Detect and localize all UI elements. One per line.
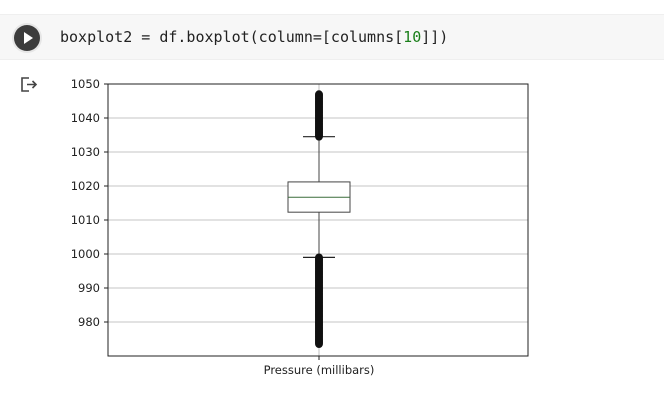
run-cell-button[interactable] bbox=[14, 25, 40, 51]
y-tick-label: 1010 bbox=[71, 213, 100, 227]
outlier-point-high bbox=[315, 90, 323, 99]
y-tick-label: 1020 bbox=[71, 179, 100, 193]
y-tick-label: 1030 bbox=[71, 145, 100, 159]
y-tick-label: 1040 bbox=[71, 111, 100, 125]
output-redirect-icon bbox=[21, 77, 38, 92]
outlier-point-low bbox=[315, 253, 323, 262]
code-number: 10 bbox=[403, 28, 422, 46]
x-tick-label: Pressure (millibars) bbox=[264, 363, 375, 377]
y-tick-label: 1050 bbox=[71, 77, 100, 91]
y-tick-label: 1000 bbox=[71, 247, 100, 261]
code-cell: boxplot2 = df.boxplot(column=[columns[10… bbox=[0, 14, 664, 60]
play-icon bbox=[24, 32, 33, 44]
code-suffix: ]]) bbox=[421, 28, 449, 46]
code-prefix: boxplot2 = df.boxplot(column=[columns[ bbox=[60, 28, 404, 46]
y-tick-label: 980 bbox=[78, 315, 100, 329]
plot-frame bbox=[107, 83, 529, 357]
y-tick-label: 990 bbox=[78, 281, 100, 295]
code-line[interactable]: boxplot2 = df.boxplot(column=[columns[10… bbox=[60, 25, 448, 49]
